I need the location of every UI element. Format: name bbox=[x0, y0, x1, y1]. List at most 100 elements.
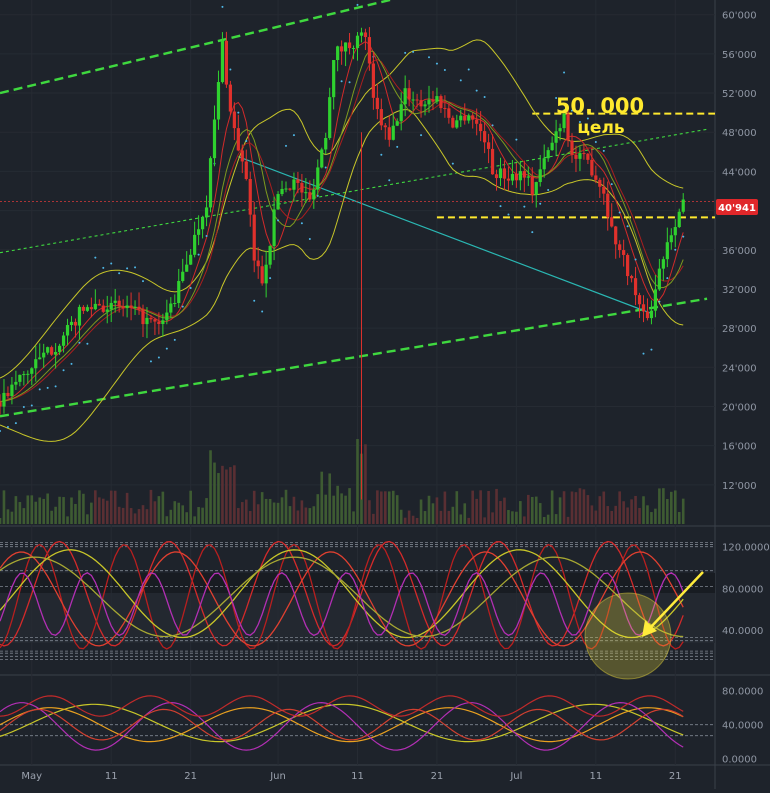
last-price-label: 40'941 bbox=[718, 203, 756, 214]
candle-body bbox=[586, 153, 590, 160]
volume-bar bbox=[542, 517, 546, 524]
candle-body bbox=[455, 120, 459, 128]
volume-bar bbox=[300, 500, 304, 524]
candle-body bbox=[606, 193, 610, 218]
volume-bar bbox=[642, 496, 645, 524]
candle-body bbox=[304, 192, 308, 194]
candle-body bbox=[292, 179, 296, 190]
candle-body bbox=[2, 392, 6, 407]
candle-body bbox=[18, 374, 22, 382]
candle-body bbox=[193, 234, 197, 255]
volume-bar bbox=[225, 469, 228, 524]
candle-body bbox=[232, 111, 236, 129]
sar-dot bbox=[483, 95, 486, 98]
candle-body bbox=[93, 303, 97, 310]
sar-dot bbox=[165, 347, 168, 350]
candle-body bbox=[121, 306, 125, 309]
volume-bar bbox=[22, 508, 26, 524]
volume-bar bbox=[491, 512, 494, 524]
sar-dot bbox=[586, 117, 589, 120]
candle-body bbox=[276, 194, 280, 210]
candle-body bbox=[42, 352, 46, 358]
volume-bar bbox=[534, 496, 538, 524]
candle-body bbox=[149, 317, 153, 320]
candle-body bbox=[169, 303, 173, 313]
volume-bar bbox=[10, 511, 14, 524]
candle-body bbox=[681, 199, 685, 212]
sar-dot bbox=[642, 352, 645, 355]
candle-body bbox=[284, 188, 288, 190]
candle-body bbox=[0, 401, 2, 407]
volume-bar bbox=[507, 510, 510, 524]
sar-dot bbox=[380, 153, 383, 156]
sar-dot bbox=[428, 56, 430, 59]
volume-bar bbox=[193, 516, 196, 524]
volume-bar bbox=[50, 510, 53, 524]
candle-body bbox=[649, 310, 654, 319]
volume-bar bbox=[419, 499, 423, 524]
indicator1-tick-label: 120.0000 bbox=[722, 543, 770, 554]
volume-bar bbox=[312, 506, 316, 524]
volume-bar bbox=[197, 507, 200, 524]
sar-dot bbox=[658, 300, 661, 303]
candle-body bbox=[181, 271, 185, 282]
candle-body bbox=[268, 246, 272, 265]
sar-dot bbox=[54, 385, 57, 388]
sar-dot bbox=[38, 388, 41, 391]
candle-body bbox=[633, 278, 638, 296]
sar-dot bbox=[547, 189, 550, 192]
candle-body bbox=[594, 175, 598, 180]
candle-body bbox=[451, 117, 455, 128]
sar-dot bbox=[443, 69, 446, 72]
candle-body bbox=[73, 321, 78, 326]
candle-body bbox=[562, 113, 566, 129]
volume-bar bbox=[646, 505, 649, 524]
volume-bar bbox=[256, 504, 260, 524]
candle-body bbox=[46, 347, 50, 353]
volume-bar bbox=[503, 497, 506, 524]
candle-body bbox=[10, 384, 14, 397]
volume-bar bbox=[471, 490, 474, 524]
volume-bar bbox=[165, 516, 169, 524]
candle-body bbox=[280, 188, 284, 195]
oscillator2-line bbox=[0, 707, 684, 743]
time-tick-label: May bbox=[21, 771, 42, 782]
sar-dot bbox=[189, 286, 192, 289]
volume-bar bbox=[233, 465, 236, 524]
sar-dot bbox=[300, 222, 303, 225]
volume-bar bbox=[344, 495, 347, 524]
volume-bar bbox=[161, 491, 165, 524]
price-tick-label: 16'000 bbox=[722, 442, 757, 453]
candle-body bbox=[34, 359, 38, 369]
volume-bar bbox=[630, 499, 633, 524]
volume-bar bbox=[125, 492, 129, 524]
oscillator-line bbox=[0, 572, 684, 637]
volume-bar bbox=[86, 514, 89, 524]
candle-body bbox=[288, 188, 292, 190]
sar-dot bbox=[173, 338, 176, 341]
candle-body bbox=[550, 142, 554, 151]
volume-bar bbox=[558, 497, 562, 524]
oscillator-line bbox=[0, 540, 684, 647]
bollinger-lower bbox=[0, 108, 684, 442]
volume-bar bbox=[280, 497, 284, 524]
volume-bar bbox=[173, 501, 177, 524]
volume-bar bbox=[411, 515, 415, 524]
sar-dot bbox=[499, 205, 502, 208]
volume-bar bbox=[185, 512, 188, 524]
sar-dot bbox=[491, 124, 494, 127]
volume-bar bbox=[6, 509, 10, 524]
candle-body bbox=[61, 335, 66, 346]
candle-body bbox=[113, 300, 117, 303]
highlight-circle bbox=[584, 592, 672, 680]
volume-bar bbox=[105, 500, 109, 524]
candle-body bbox=[161, 320, 165, 324]
volume-bar bbox=[94, 490, 97, 524]
candle-body bbox=[435, 96, 439, 102]
volume-bar bbox=[38, 497, 42, 524]
volume-bar bbox=[598, 496, 602, 524]
volume-bar bbox=[328, 473, 331, 524]
volume-bar bbox=[145, 509, 149, 524]
